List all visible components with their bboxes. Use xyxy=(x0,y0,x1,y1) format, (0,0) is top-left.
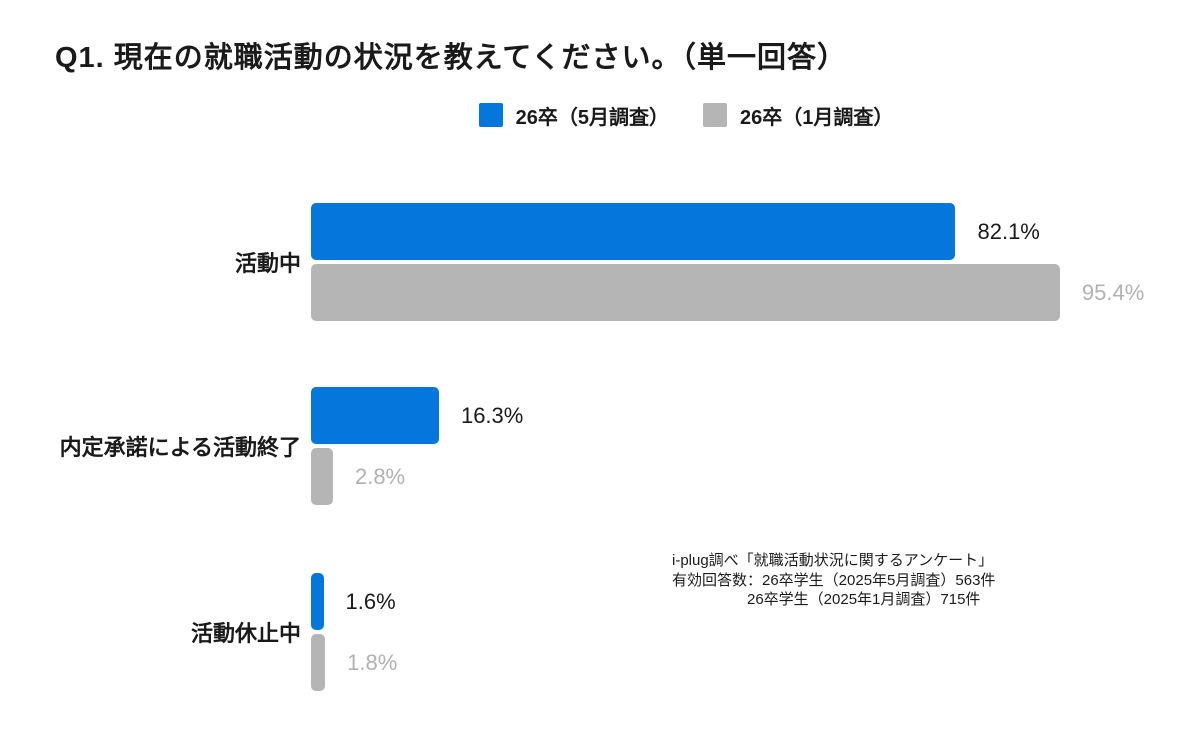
bar-row: 95.4% xyxy=(311,264,1200,321)
value-label: 82.1% xyxy=(977,218,1040,244)
legend-label-jan-survey: 26卒（1月調査） xyxy=(740,106,894,129)
category-label: 内定承諾による活動終了 xyxy=(59,435,301,460)
bar-pair: 16.3% 2.8% xyxy=(311,387,1200,509)
bar-pair: 82.1% 95.4% xyxy=(311,203,1200,325)
legend-swatch-blue-icon xyxy=(478,103,503,127)
value-label: 95.4% xyxy=(1081,279,1145,305)
source-note-line2: 有効回答数：26卒学生（2025年5月調査）563件 xyxy=(672,571,996,589)
legend-swatch-gray-icon xyxy=(703,103,727,127)
bar-group: 活動休止中 1.6% 1.8% xyxy=(0,573,1200,691)
legend-item-may-survey: 26卒（5月調査） xyxy=(478,101,669,130)
category-label: 活動中 xyxy=(234,251,301,276)
bar-row: 1.8% xyxy=(311,634,1200,691)
bar-may-survey xyxy=(311,573,324,630)
bar-may-survey xyxy=(311,387,439,444)
legend-label-may-survey: 26卒（5月調査） xyxy=(515,106,669,129)
source-note-line1: i-plug調べ「就職活動状況に関するアンケート」 xyxy=(672,552,994,569)
bar-jan-survey xyxy=(311,264,1060,321)
legend: 26卒（5月調査） 26卒（1月調査） xyxy=(311,100,1061,130)
value-label: 2.8% xyxy=(354,463,406,489)
bar-jan-survey xyxy=(311,634,326,691)
bar-row: 2.8% xyxy=(311,448,1200,505)
value-label: 1.6% xyxy=(345,588,396,614)
chart-title: Q1. 現在の就職活動の状況を教えてください。（単一回答） xyxy=(55,42,847,74)
bar-group: 活動中 82.1% 95.4% xyxy=(0,203,1200,321)
bar-group: 内定承諾による活動終了 16.3% 2.8% xyxy=(0,387,1200,505)
bar-pair: 1.6% 1.8% xyxy=(311,573,1200,695)
source-note: i-plug調べ「就職活動状況に関するアンケート」 有効回答数：26卒学生（20… xyxy=(672,551,995,610)
bar-row: 82.1% xyxy=(311,203,1200,260)
source-note-line3: 26卒学生（2025年1月調査）715件 xyxy=(747,591,981,608)
bar-may-survey xyxy=(311,203,956,260)
value-label: 1.8% xyxy=(347,649,398,675)
bar-row: 16.3% xyxy=(311,387,1200,444)
bar-row: 1.6% xyxy=(311,573,1200,630)
value-label: 16.3% xyxy=(460,402,524,428)
legend-item-jan-survey: 26卒（1月調査） xyxy=(703,101,893,130)
category-label: 活動休止中 xyxy=(190,621,301,646)
bar-jan-survey xyxy=(311,448,333,505)
